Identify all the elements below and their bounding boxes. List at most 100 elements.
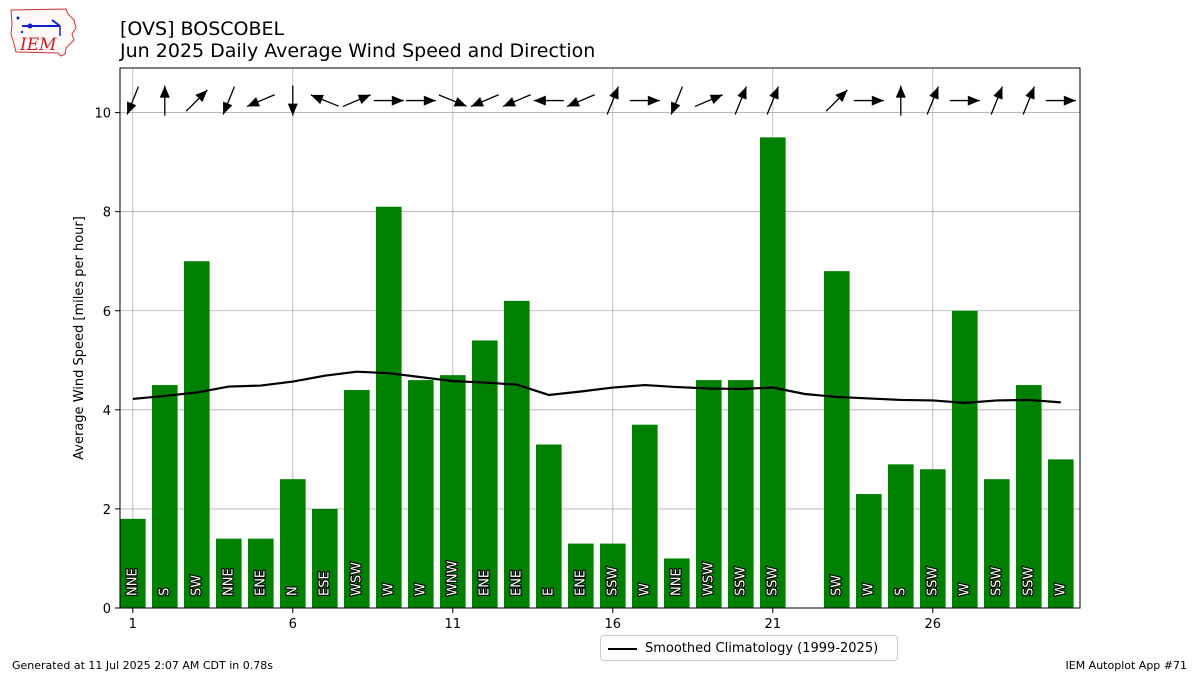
direction-arrow-head [1063,95,1076,106]
wind-bar [888,464,914,608]
y-tick-label: 2 [103,503,111,518]
direction-label: ENE [253,570,268,596]
wind-bar [376,206,402,609]
direction-label: W [1053,583,1068,596]
wind-bar [280,479,306,608]
direction-arrow-head [835,89,848,103]
direction-label: W [957,583,972,596]
direction-arrow-head [502,97,516,107]
wind-bar [856,494,882,608]
climatology-line [132,370,1061,405]
direction-label: S [157,588,172,596]
direction-label: SSW [605,566,620,596]
direction-label: N [285,586,300,596]
wind-bar [696,380,722,608]
direction-arrow-head [423,95,436,106]
direction-arrow-head [470,97,484,107]
wind-bar [632,424,658,608]
iem-logo: IEM [10,8,77,57]
direction-label: NNE [221,568,236,596]
wind-bar [920,469,946,608]
direction-label: W [637,583,652,596]
direction-arrow-head [310,94,324,105]
direction-arrow-head [453,97,467,107]
direction-arrow-head [609,86,619,100]
wind-bar [536,444,562,608]
direction-arrow-head [929,86,939,100]
wind-bar [152,385,178,608]
wind-bar [1048,459,1074,608]
wind-bar [216,538,242,608]
y-tick-label: 10 [94,107,111,122]
direction-label: NNE [669,568,684,596]
direction-arrow-head [709,94,723,105]
legend-climatology-label: Smoothed Climatology (1999-2025) [645,641,879,656]
direction-label: ESE [317,571,332,596]
y-tick-label: 4 [103,404,111,419]
wind-bar [952,310,978,608]
y-tick-label: 6 [103,305,111,320]
direction-arrow-head [246,97,260,107]
direction-arrow-head [159,85,170,98]
y-tick-label: 8 [103,206,111,221]
direction-arrow-head [195,89,208,103]
wind-bar [184,261,210,608]
direction-arrow-head [533,95,546,106]
direction-label: ENE [573,570,588,596]
iowa-state-outline-icon [10,8,77,57]
wind-bar [984,479,1010,608]
direction-label: W [413,583,428,596]
direction-arrow-head [993,86,1003,100]
direction-arrow-head [871,95,884,106]
chart-title-station: [OVS] BOSCOBEL [120,18,285,40]
direction-arrow-head [566,97,580,107]
plot-frame [119,67,1081,609]
direction-label: WSW [701,562,716,596]
direction-label: WNW [445,560,460,596]
direction-label: W [381,583,396,596]
direction-arrow-head [223,101,233,115]
direction-arrow-head [287,103,298,116]
wind-bar [1016,385,1042,608]
direction-arrow-head [769,86,779,100]
direction-label: SSW [925,566,940,596]
wind-bar [504,300,530,608]
legend-climatology-swatch [608,648,637,650]
x-tick-label: 16 [605,617,622,632]
direction-arrow-head [127,101,137,115]
x-tick-label: 6 [289,617,297,632]
direction-arrow-head [357,94,371,105]
direction-label: NNE [125,568,140,596]
wind-bar [664,558,690,608]
y-axis-label: Average Wind Speed [miles per hour] [72,216,87,460]
direction-label: SW [189,575,204,596]
direction-label: SSW [1021,566,1036,596]
wind-bar [728,380,754,608]
direction-arrow-head [895,85,906,98]
wind-bar [344,390,370,608]
wind-bar [472,340,498,608]
wind-bar [312,508,338,608]
direction-label: ENE [509,570,524,596]
wind-bar [440,375,466,608]
x-tick-label: 1 [129,617,137,632]
direction-arrow-head [647,95,660,106]
wind-bar [248,538,274,608]
direction-label: SSW [989,566,1004,596]
wind-bar [120,518,146,608]
iem-logo-text: IEM [19,35,57,55]
direction-label: ENE [477,570,492,596]
wind-bar [408,380,434,608]
direction-label: WSW [349,562,364,596]
wind-bar [600,543,626,608]
generated-timestamp: Generated at 11 Jul 2025 2:07 AM CDT in … [12,659,273,672]
chart-title-description: Jun 2025 Daily Average Wind Speed and Di… [120,40,596,62]
chart-legend: Smoothed Climatology (1999-2025) [600,635,898,661]
wind-bar [568,543,594,608]
direction-label: E [541,588,556,596]
direction-arrow-head [391,95,404,106]
direction-arrow-head [1025,86,1035,100]
direction-label: SSW [765,566,780,596]
y-tick-label: 0 [103,602,111,617]
